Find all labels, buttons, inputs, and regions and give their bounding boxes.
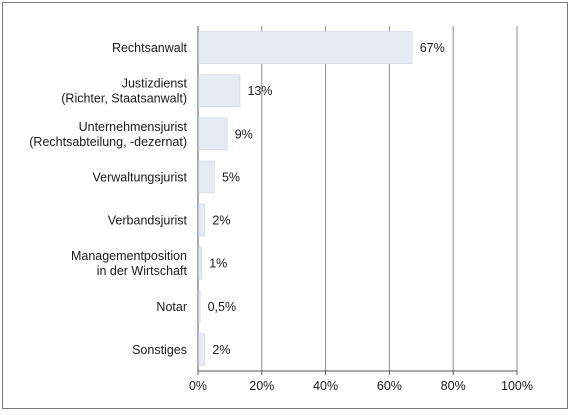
category-label-line: in der Wirtschaft	[97, 264, 188, 278]
category-label: Rechtsanwalt	[112, 41, 188, 55]
bar	[198, 74, 241, 107]
value-label: 9%	[235, 127, 253, 141]
category-label-line: Justizdienst	[122, 77, 188, 91]
category-label: Unternehmensjurist (Rechtsabteilung, -dez…	[29, 120, 187, 149]
bar	[198, 246, 202, 280]
chart-frame: 67% 13% 9% 5% 2% 1% 0,5% 2% Rechtsanwalt Justizd…	[2, 2, 568, 409]
x-tick-label: 0%	[189, 379, 207, 393]
x-tick-label: 40%	[313, 379, 338, 393]
category-label: Justizdienst (Richter, Staatsanwalt)	[61, 77, 187, 106]
x-axis: 0% 20% 40% 60% 80% 100%	[189, 370, 533, 393]
bar	[198, 31, 413, 64]
bar	[198, 333, 206, 366]
bar	[198, 117, 228, 151]
value-labels: 67% 13% 9% 5% 2% 1% 0,5% 2%	[208, 41, 445, 357]
x-tick-label: 60%	[377, 379, 402, 393]
bar	[198, 203, 206, 237]
category-label: Managementposition in der Wirtschaft	[71, 249, 188, 278]
x-tick-label: 20%	[249, 379, 274, 393]
category-label-line: (Rechtsabteilung, -dezernat)	[29, 135, 187, 149]
category-label: Notar	[156, 300, 187, 314]
category-label: Verwaltungsjurist	[93, 170, 188, 184]
category-label: Verbandsjurist	[108, 214, 188, 228]
value-label: 0,5%	[208, 300, 237, 314]
category-label-line: Verbandsjurist	[108, 214, 188, 228]
value-label: 5%	[222, 170, 240, 184]
value-label: 2%	[212, 214, 230, 228]
value-label: 1%	[209, 257, 227, 271]
bar	[198, 290, 201, 323]
category-label-line: Sonstiges	[132, 343, 187, 357]
value-label: 67%	[420, 41, 445, 55]
x-tick-label: 80%	[441, 379, 466, 393]
category-label-line: (Richter, Staatsanwalt)	[61, 92, 187, 106]
bars	[198, 31, 413, 366]
category-label-line: Managementposition	[71, 249, 187, 263]
value-label: 13%	[247, 84, 272, 98]
x-tick-label: 100%	[501, 379, 533, 393]
category-label-line: Unternehmensjurist	[79, 120, 188, 134]
bar	[198, 160, 215, 194]
category-label-line: Verwaltungsjurist	[93, 170, 188, 184]
bar-chart: 67% 13% 9% 5% 2% 1% 0,5% 2% Rechtsanwalt Justizd…	[29, 26, 533, 393]
value-label: 2%	[212, 343, 230, 357]
category-label-line: Notar	[156, 300, 187, 314]
category-labels: Rechtsanwalt Justizdienst (Richter, Staats…	[29, 41, 187, 357]
gridlines	[197, 26, 518, 371]
category-label-line: Rechtsanwalt	[112, 41, 188, 55]
category-label: Sonstiges	[132, 343, 187, 357]
